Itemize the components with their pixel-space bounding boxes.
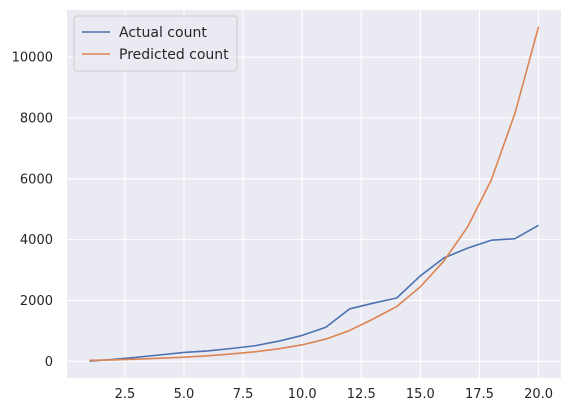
x-axis-ticks: 2.5 5.0 7.5 10.0 12.5 15.0 17.5 20.0 bbox=[115, 387, 553, 402]
x-tick-label: 15.0 bbox=[406, 387, 435, 402]
x-tick-label: 5.0 bbox=[174, 387, 195, 402]
y-tick-label: 0 bbox=[45, 355, 53, 370]
grid-lines bbox=[67, 10, 561, 378]
x-tick-label: 2.5 bbox=[115, 387, 136, 402]
series-line-actual-count bbox=[89, 224, 539, 362]
y-tick-label: 10000 bbox=[12, 51, 53, 66]
legend-label: Predicted count bbox=[119, 47, 229, 63]
x-tick-label: 10.0 bbox=[288, 387, 317, 402]
legend-box bbox=[73, 15, 238, 72]
y-tick-label: 4000 bbox=[20, 233, 53, 248]
y-axis-ticks: 0 2000 4000 6000 8000 10000 bbox=[12, 51, 53, 370]
legend-label: Actual count bbox=[119, 25, 207, 41]
x-tick-label: 20.0 bbox=[524, 387, 553, 402]
y-tick-label: 2000 bbox=[20, 294, 53, 309]
y-tick-label: 6000 bbox=[20, 172, 53, 187]
x-tick-label: 12.5 bbox=[347, 387, 376, 402]
legend: Actual count Predicted count bbox=[73, 15, 238, 72]
x-tick-label: 7.5 bbox=[233, 387, 254, 402]
series-line-predicted-count bbox=[89, 26, 540, 362]
series-lines bbox=[89, 26, 540, 362]
y-tick-label: 8000 bbox=[20, 111, 53, 126]
x-tick-label: 17.5 bbox=[465, 387, 494, 402]
